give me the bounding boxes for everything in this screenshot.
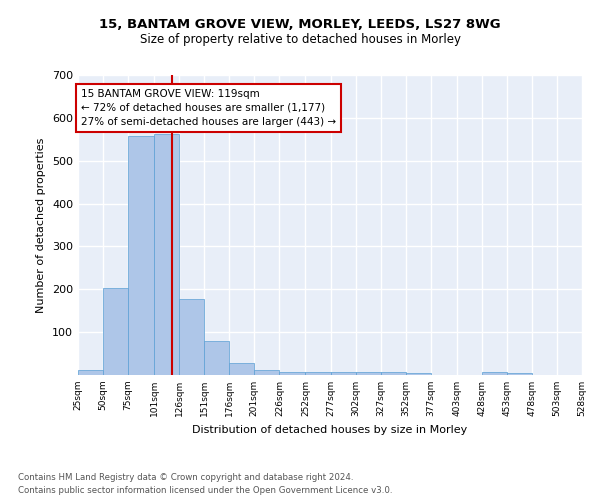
Text: Contains public sector information licensed under the Open Government Licence v3: Contains public sector information licen…	[18, 486, 392, 495]
Text: Contains HM Land Registry data © Crown copyright and database right 2024.: Contains HM Land Registry data © Crown c…	[18, 472, 353, 482]
Bar	[103, 288, 128, 375]
Bar	[305, 372, 331, 375]
Bar	[254, 370, 280, 375]
Y-axis label: Number of detached properties: Number of detached properties	[37, 138, 46, 312]
Bar	[280, 372, 305, 375]
Bar	[406, 373, 431, 375]
Bar	[229, 362, 254, 375]
Bar	[356, 372, 380, 375]
Bar	[154, 134, 179, 375]
Bar	[128, 136, 154, 375]
Bar	[78, 370, 103, 375]
Bar	[331, 372, 356, 375]
Text: 15, BANTAM GROVE VIEW, MORLEY, LEEDS, LS27 8WG: 15, BANTAM GROVE VIEW, MORLEY, LEEDS, LS…	[99, 18, 501, 30]
Bar	[507, 373, 532, 375]
X-axis label: Distribution of detached houses by size in Morley: Distribution of detached houses by size …	[193, 424, 467, 434]
Bar	[179, 298, 204, 375]
Bar	[482, 372, 507, 375]
Text: 15 BANTAM GROVE VIEW: 119sqm
← 72% of detached houses are smaller (1,177)
27% of: 15 BANTAM GROVE VIEW: 119sqm ← 72% of de…	[81, 88, 336, 126]
Bar	[204, 341, 229, 375]
Text: Size of property relative to detached houses in Morley: Size of property relative to detached ho…	[139, 32, 461, 46]
Bar	[380, 372, 406, 375]
